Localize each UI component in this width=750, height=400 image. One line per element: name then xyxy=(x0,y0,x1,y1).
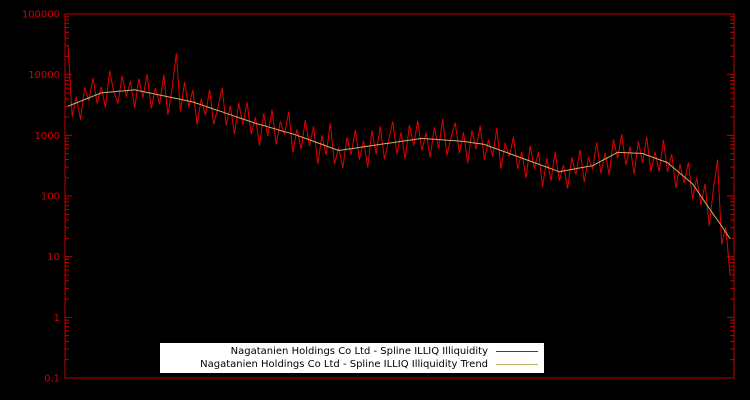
y-tick-label: 0.1 xyxy=(44,374,60,385)
y-tick-label: 10 xyxy=(47,252,60,263)
legend-line-sample-illiquidity xyxy=(496,351,538,352)
series-illiquidity-line xyxy=(67,45,731,275)
legend-item-trend: Nagatanien Holdings Co Ltd - Spline ILLI… xyxy=(166,358,538,371)
legend-line-sample-trend xyxy=(496,364,538,365)
y-tick-label: 100 xyxy=(41,192,60,203)
plot-frame xyxy=(64,13,735,379)
legend: Nagatanien Holdings Co Ltd - Spline ILLI… xyxy=(160,343,544,373)
y-tick-label: 10000 xyxy=(28,70,60,81)
y-tick-label: 100000 xyxy=(22,10,60,21)
legend-label-illiquidity: Nagatanien Holdings Co Ltd - Spline ILLI… xyxy=(230,346,488,357)
y-tick-label: 1 xyxy=(54,313,60,324)
legend-item-illiquidity: Nagatanien Holdings Co Ltd - Spline ILLI… xyxy=(166,345,538,358)
series-trend-line xyxy=(67,89,731,239)
y-tick-label: 1000 xyxy=(35,131,60,142)
legend-label-trend: Nagatanien Holdings Co Ltd - Spline ILLI… xyxy=(200,359,488,370)
